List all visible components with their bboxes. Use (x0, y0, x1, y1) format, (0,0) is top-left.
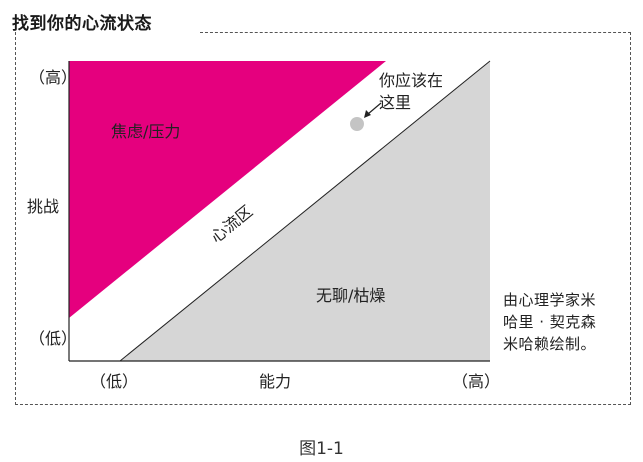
y-axis-high-label: （高） (29, 68, 78, 87)
diagram-title: 找到你的心流状态 (12, 14, 152, 34)
y-axis-label: 挑战 (27, 197, 60, 216)
marker-arrow-head (364, 110, 371, 118)
you-should-be-here-dot (350, 117, 364, 131)
marker-arrow-line (367, 102, 382, 115)
anxiety-region (69, 61, 386, 318)
attribution-line-3: 米哈赖绘制。 (503, 335, 597, 353)
x-axis-high-label: （高） (452, 372, 501, 391)
boredom-region-label: 无聊/枯燥 (316, 286, 386, 305)
attribution-line-2: 哈里 · 契克森 (503, 313, 597, 331)
attribution-line-1: 由心理学家米 (503, 291, 597, 309)
marker-label-line1: 你应该在 (379, 71, 444, 90)
anxiety-region-label: 焦虑/压力 (111, 122, 181, 141)
diagram-frame (15, 32, 631, 405)
figure-caption: 图1-1 (299, 439, 344, 459)
attribution-note: 由心理学家米 哈里 · 契克森 米哈赖绘制。 (503, 289, 623, 355)
y-axis-low-label: （低） (29, 329, 78, 348)
x-axis-low-label: （低） (90, 372, 139, 391)
boredom-edge (119, 60, 491, 362)
x-axis-label: 能力 (259, 372, 292, 391)
marker-label-line2: 这里 (379, 93, 412, 112)
frame-border-top (200, 32, 631, 33)
